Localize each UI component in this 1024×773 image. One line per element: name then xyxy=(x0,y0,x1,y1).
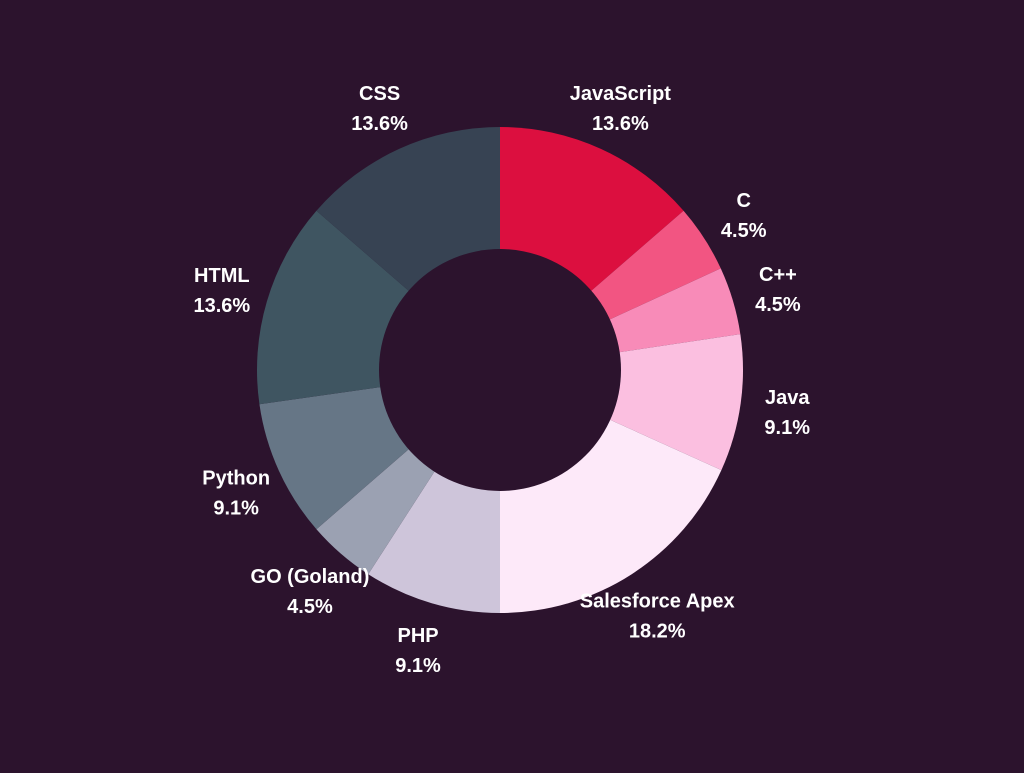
slice-label-c: C 4.5% xyxy=(721,190,767,242)
slice-percent-label: 9.1% xyxy=(395,655,441,677)
slice-name-label: PHP xyxy=(397,625,438,647)
slice-name-label: JavaScript xyxy=(570,83,672,105)
slice-percent-label: 13.6% xyxy=(592,113,649,135)
slice-label-c: C++ 4.5% xyxy=(755,264,801,316)
slice-percent-label: 4.5% xyxy=(287,596,333,618)
slice-percent-label: 13.6% xyxy=(193,295,250,317)
slice-label-salesforce-apex: Salesforce Apex 18.2% xyxy=(580,591,735,643)
slice-percent-label: 9.1% xyxy=(213,497,259,519)
slice-name-label: Java xyxy=(765,387,810,409)
slice-name-label: Python xyxy=(202,467,270,489)
slice-label-php: PHP 9.1% xyxy=(395,625,441,677)
slice-percent-label: 13.6% xyxy=(351,113,408,135)
labels-layer: JavaScript 13.6% C 4.5% C++ 4.5% Java 9.1% Sales… xyxy=(193,83,810,677)
slice-percent-label: 4.5% xyxy=(755,294,801,316)
donut-hole xyxy=(379,249,621,491)
slice-label-go-goland: GO (Goland) 4.5% xyxy=(251,566,370,618)
slice-name-label: CSS xyxy=(359,83,400,105)
slice-percent-label: 9.1% xyxy=(764,417,810,439)
slice-name-label: HTML xyxy=(194,265,250,287)
slice-label-html: HTML 13.6% xyxy=(193,265,250,317)
slice-label-java: Java 9.1% xyxy=(764,387,810,439)
slice-percent-label: 18.2% xyxy=(629,621,686,643)
slice-percent-label: 4.5% xyxy=(721,220,767,242)
slice-name-label: GO (Goland) xyxy=(251,566,370,588)
slice-label-python: Python 9.1% xyxy=(202,467,270,519)
slice-label-javascript: JavaScript 13.6% xyxy=(570,83,672,135)
slice-name-label: C xyxy=(736,190,750,212)
slice-name-label: C++ xyxy=(759,264,797,286)
slice-name-label: Salesforce Apex xyxy=(580,591,735,613)
slice-label-css: CSS 13.6% xyxy=(351,83,408,135)
